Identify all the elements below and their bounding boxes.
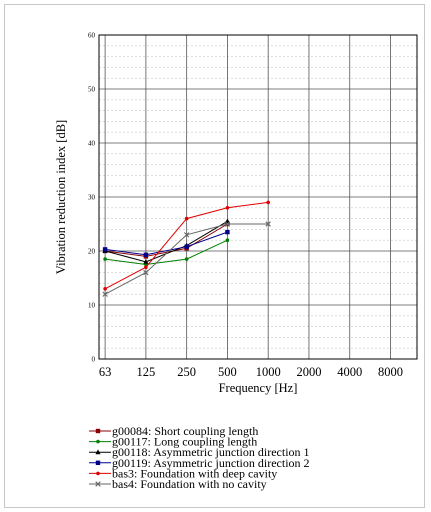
legend-label: g00117: Long coupling length (112, 435, 257, 449)
data-point (225, 229, 230, 235)
data-point (144, 265, 148, 270)
legend-marker (96, 439, 100, 444)
series-layer (102, 200, 271, 297)
x-axis-label: Frequency [Hz] (219, 381, 298, 395)
data-point (184, 244, 189, 249)
data-point (183, 232, 190, 238)
y-tick-label: 60 (88, 32, 96, 40)
y-tick-label: 50 (88, 86, 96, 94)
data-point (224, 221, 231, 227)
data-point (225, 206, 230, 210)
data-point (103, 287, 107, 291)
data-point (184, 257, 189, 261)
legend-item: g00117: Long coupling length (89, 435, 257, 449)
legend-marker (96, 471, 100, 476)
series-line (105, 239, 228, 266)
legend-marker (95, 428, 101, 434)
data-point (102, 247, 108, 252)
y-tick-label: 30 (88, 194, 96, 202)
grid (99, 34, 417, 360)
series-line (104, 220, 228, 263)
x-tick-label: 250 (177, 365, 196, 379)
x-tick-label: 500 (218, 365, 237, 379)
x-tick-label: 8000 (378, 365, 403, 379)
series-5 (103, 200, 270, 291)
data-point (103, 257, 107, 261)
legend-item: g00084: Short coupling length (89, 424, 258, 438)
y-tick-label: 10 (88, 302, 96, 310)
x-tick-label: 63 (99, 365, 112, 379)
legend-label: bas4: Foundation with no cavity (112, 477, 267, 491)
series-6 (102, 221, 271, 297)
series-3 (102, 218, 231, 264)
legend-label: g00084: Short coupling length (112, 424, 258, 438)
x-tick-label: 1000 (256, 365, 281, 379)
data-point (265, 221, 271, 227)
x-tick-label: 4000 (337, 365, 362, 379)
legend-item: bas4: Foundation with no cavity (89, 477, 267, 491)
data-point (143, 269, 149, 276)
data-point (143, 252, 149, 257)
data-point (184, 216, 189, 221)
y-axis-label: Vibration reduction index [dB] (54, 120, 68, 274)
legend-item: g00118: Asymmetric junction direction 1 (89, 445, 310, 459)
data-point (266, 200, 270, 205)
y-tick-label: 20 (88, 248, 96, 256)
legend-marker (95, 481, 101, 487)
legend-marker (95, 460, 101, 465)
data-point (143, 259, 149, 264)
x-tick-label: 2000 (296, 365, 321, 379)
series-line (105, 223, 228, 257)
legend-label: g00119: Asymmetric junction direction 2 (112, 456, 310, 470)
data-point (225, 238, 230, 242)
plot-area (98, 34, 418, 360)
legend-item: g00119: Asymmetric junction direction 2 (89, 456, 310, 470)
legend-label: g00118: Asymmetric junction direction 1 (112, 445, 310, 459)
chart-svg: 0 10 20 30 40 50 60 63 125 250 500 1000 2000 4000 800… (54, 32, 418, 491)
data-point (102, 291, 108, 297)
series-4 (102, 229, 230, 257)
series-line (105, 231, 228, 256)
legend-item: bas3: Foundation with deep cavity (89, 466, 277, 480)
y-tick-label: 40 (88, 140, 96, 148)
y-tick-label: 0 (92, 356, 96, 364)
legend-label: bas3: Foundation with deep cavity (112, 466, 277, 480)
x-axis-ticks: 63 125 250 500 1000 2000 4000 8000 (99, 365, 403, 379)
x-tick-label: 125 (137, 365, 156, 379)
y-axis-ticks: 0 10 20 30 40 50 60 (88, 32, 96, 364)
chart-frame: 0 10 20 30 40 50 60 63 125 250 500 1000 2000 4000 800… (4, 4, 425, 508)
legend-marker (95, 449, 101, 455)
